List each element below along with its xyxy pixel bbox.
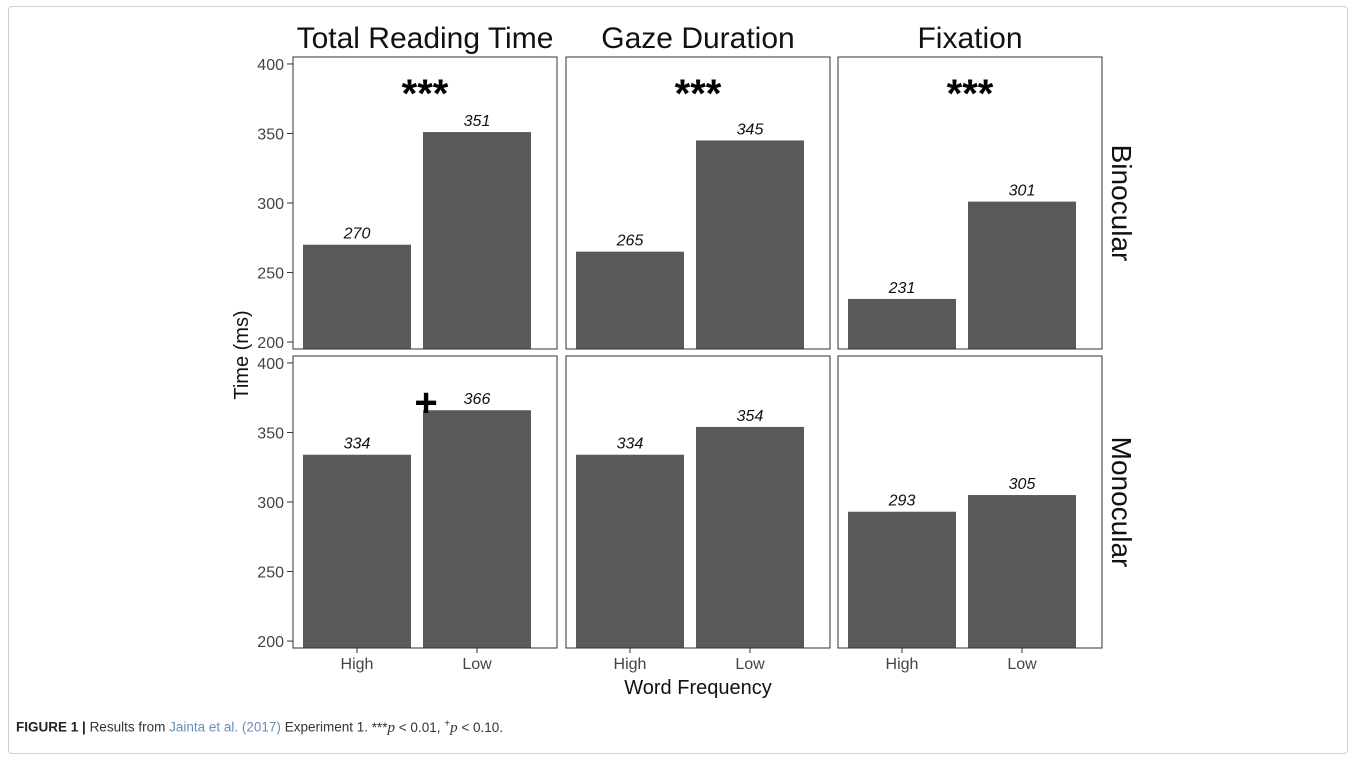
caption-sig1-var: p bbox=[387, 719, 396, 736]
y-tick-label: 400 bbox=[257, 356, 284, 373]
panel-border-total-reading-time-binocular bbox=[292, 56, 558, 350]
figure-frame bbox=[8, 6, 1348, 754]
data-label-fixation-binocular-high: 231 bbox=[888, 280, 916, 297]
y-tick-label: 250 bbox=[257, 565, 284, 582]
bar-total-reading-time-binocular-low bbox=[423, 132, 531, 349]
significance-marker-gaze-duration-binocular: *** bbox=[675, 72, 722, 116]
bar-gaze-duration-monocular-low bbox=[696, 426, 804, 648]
bar-total-reading-time-monocular-high bbox=[303, 454, 411, 648]
column-title-fixation: Fixation bbox=[917, 22, 1022, 55]
y-tick-label: 200 bbox=[257, 335, 284, 352]
y-tick-label: 250 bbox=[257, 266, 284, 283]
data-label-fixation-binocular-low: 301 bbox=[1009, 183, 1036, 200]
bar-gaze-duration-binocular-high bbox=[576, 251, 684, 349]
bar-fixation-binocular-high bbox=[848, 298, 956, 349]
x-tick-label-low: Low bbox=[462, 656, 492, 673]
y-tick-label: 200 bbox=[257, 634, 284, 651]
significance-marker-fixation-binocular: *** bbox=[947, 72, 994, 116]
data-label-fixation-monocular-high: 293 bbox=[888, 493, 916, 510]
data-label-total-reading-time-binocular-low: 351 bbox=[464, 113, 491, 130]
caption-reference-link[interactable]: Jainta et al. (2017) bbox=[169, 719, 281, 735]
x-tick-label-low: Low bbox=[1007, 656, 1037, 673]
panel-border-gaze-duration-binocular bbox=[565, 56, 831, 350]
data-label-gaze-duration-monocular-high: 334 bbox=[617, 436, 644, 453]
bar-total-reading-time-monocular-low bbox=[423, 410, 531, 648]
panel-border-fixation-binocular bbox=[837, 56, 1103, 350]
data-label-total-reading-time-monocular-high: 334 bbox=[344, 436, 371, 453]
significance-marker-total-reading-time-binocular: *** bbox=[402, 72, 449, 116]
x-axis-label: Word Frequency bbox=[624, 677, 771, 699]
bar-fixation-binocular-low bbox=[968, 201, 1076, 349]
row-label-monocular: Monocular bbox=[1106, 437, 1137, 568]
bar-fixation-monocular-high bbox=[848, 511, 956, 648]
data-label-total-reading-time-binocular-high: 270 bbox=[343, 226, 371, 243]
figure-caption: FIGURE 1 | Results from Jainta et al. (2… bbox=[16, 718, 503, 737]
caption-text-after: Experiment 1. bbox=[284, 719, 368, 735]
panel-border-fixation-monocular bbox=[837, 355, 1103, 649]
caption-sig1-mark: *** bbox=[371, 719, 388, 735]
caption-sig2-mark: + bbox=[444, 718, 451, 729]
column-title-gaze-duration: Gaze Duration bbox=[601, 22, 794, 55]
bar-total-reading-time-binocular-high bbox=[303, 244, 411, 349]
caption-sig1-rel: < 0.01, bbox=[398, 719, 441, 735]
bar-fixation-monocular-low bbox=[968, 495, 1076, 648]
caption-sig2-rel: < 0.10. bbox=[461, 719, 504, 735]
data-label-gaze-duration-monocular-low: 354 bbox=[737, 408, 764, 425]
x-tick-label-high: High bbox=[341, 656, 374, 673]
caption-text-before: Results from bbox=[89, 719, 166, 735]
y-tick-label: 350 bbox=[257, 126, 284, 143]
y-tick-label: 400 bbox=[257, 57, 284, 74]
y-tick-label: 300 bbox=[257, 196, 284, 213]
caption-label: FIGURE 1 | bbox=[16, 719, 86, 735]
data-label-total-reading-time-monocular-low: 366 bbox=[464, 391, 491, 408]
data-label-gaze-duration-binocular-high: 265 bbox=[616, 233, 644, 250]
data-label-gaze-duration-binocular-low: 345 bbox=[737, 121, 764, 138]
panel-border-total-reading-time-monocular bbox=[292, 355, 558, 649]
column-title-total-reading-time: Total Reading Time bbox=[297, 22, 554, 55]
data-label-fixation-monocular-low: 305 bbox=[1009, 476, 1036, 493]
x-tick-label-high: High bbox=[886, 656, 919, 673]
row-label-binocular: Binocular bbox=[1106, 145, 1137, 262]
y-tick-label: 350 bbox=[257, 425, 284, 442]
significance-marker-total-reading-time-monocular: + bbox=[414, 381, 437, 425]
x-tick-label-low: Low bbox=[735, 656, 765, 673]
y-tick-label: 300 bbox=[257, 495, 284, 512]
bar-gaze-duration-monocular-high bbox=[576, 454, 684, 648]
panel-border-gaze-duration-monocular bbox=[565, 355, 831, 649]
x-tick-label-high: High bbox=[614, 656, 647, 673]
caption-sig2-var: p bbox=[450, 719, 458, 736]
bar-gaze-duration-binocular-low bbox=[696, 140, 804, 349]
y-axis-label: Time (ms) bbox=[231, 310, 253, 399]
